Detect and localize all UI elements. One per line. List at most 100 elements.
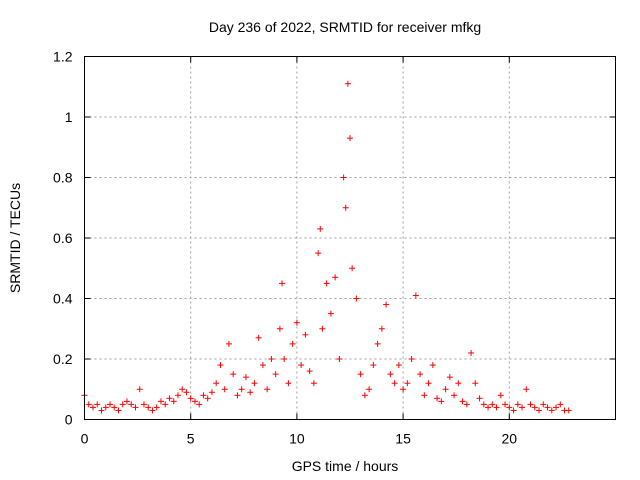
data-point (217, 362, 224, 369)
data-point (200, 392, 207, 399)
data-point (94, 401, 101, 408)
data-point (519, 404, 526, 411)
data-point (170, 398, 177, 405)
data-point (310, 380, 317, 387)
y-tick-label: 0.4 (53, 291, 73, 307)
data-point (442, 386, 449, 393)
data-point (548, 407, 555, 414)
data-point (476, 395, 483, 402)
x-axis-label: GPS time / hours (292, 458, 399, 474)
data-point (429, 362, 436, 369)
chart-title: Day 236 of 2022, SRMTID for receiver mfk… (209, 19, 481, 35)
y-axis-label: SRMTID / TECUs (7, 183, 23, 293)
axis-ticks: 0 0.2 0.4 0.6 0.8 1 1.2 0 5 10 15 20 (53, 49, 616, 447)
data-point (357, 371, 364, 378)
data-point (230, 371, 237, 378)
data-point (132, 404, 139, 411)
data-point (174, 392, 181, 399)
data-point (204, 395, 211, 402)
data-point (342, 204, 349, 211)
data-point (374, 340, 381, 347)
data-point (106, 401, 113, 408)
data-point (472, 380, 479, 387)
data-point (400, 386, 407, 393)
data-point (514, 401, 521, 408)
data-point (451, 392, 458, 399)
data-point (259, 362, 266, 369)
data-point (298, 362, 305, 369)
data-point (238, 386, 245, 393)
data-point (391, 380, 398, 387)
data-point (166, 395, 173, 402)
data-point (412, 292, 419, 299)
data-point (149, 407, 156, 414)
data-point (221, 386, 228, 393)
data-point (387, 371, 394, 378)
data-point (162, 401, 169, 408)
data-point (208, 389, 215, 396)
data-point (255, 334, 262, 341)
data-point (306, 368, 313, 375)
data-point (527, 401, 534, 408)
data-point (438, 398, 445, 405)
data-point (485, 404, 492, 411)
data-point (153, 404, 160, 411)
data-point (119, 401, 126, 408)
data-point (446, 374, 453, 381)
x-tick-label: 20 (502, 431, 518, 447)
data-point (378, 325, 385, 332)
data-point (145, 404, 152, 411)
data-point (502, 401, 509, 408)
data-point (247, 389, 254, 396)
data-point (115, 407, 122, 414)
data-point (98, 407, 105, 414)
data-point (285, 380, 292, 387)
data-point (366, 386, 373, 393)
data-point (319, 325, 326, 332)
data-point (191, 398, 198, 405)
data-point (340, 174, 347, 181)
data-point (157, 398, 164, 405)
y-tick-label: 1 (65, 109, 73, 125)
data-point (272, 371, 279, 378)
data-point (315, 250, 322, 257)
x-tick-label: 0 (81, 431, 89, 447)
grid-lines (84, 56, 616, 420)
data-point (349, 265, 356, 272)
data-point (293, 319, 300, 326)
data-point (510, 407, 517, 414)
data-point (540, 401, 547, 408)
data-point (289, 340, 296, 347)
data-point (276, 325, 283, 332)
data-point (332, 274, 339, 281)
data-point (434, 395, 441, 402)
data-point (425, 380, 432, 387)
data-point (187, 395, 194, 402)
data-point (234, 392, 241, 399)
data-point (421, 392, 428, 399)
data-point (317, 225, 324, 232)
data-point (417, 371, 424, 378)
data-point (102, 404, 109, 411)
data-point (123, 398, 130, 405)
data-point (395, 362, 402, 369)
data-point (463, 401, 470, 408)
data-point (225, 340, 232, 347)
x-tick-label: 5 (187, 431, 195, 447)
data-point (404, 380, 411, 387)
data-point (302, 331, 309, 338)
y-tick-label: 0.6 (53, 230, 73, 246)
data-point (183, 389, 190, 396)
data-point (383, 301, 390, 308)
data-point (179, 386, 186, 393)
x-tick-label: 15 (395, 431, 411, 447)
data-point (497, 392, 504, 399)
data-point (281, 356, 288, 362)
data-series-srmtid (81, 80, 572, 414)
data-point (370, 362, 377, 369)
data-point (565, 407, 572, 414)
data-point (264, 386, 271, 393)
data-point (128, 401, 135, 408)
data-point (480, 401, 487, 408)
data-point (251, 380, 258, 387)
